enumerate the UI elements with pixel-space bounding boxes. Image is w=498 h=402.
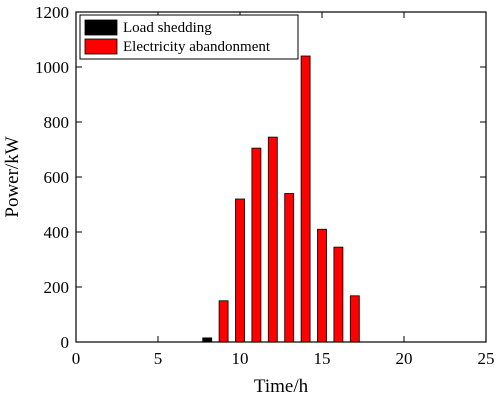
x-axis-ticks: 0 5 10 15 20 25 <box>72 12 495 368</box>
bar-electricity-abandonment <box>218 300 229 343</box>
y-tick-label: 1000 <box>35 58 69 77</box>
bar-electricity-abandonment <box>349 295 360 343</box>
x-tick-label: 0 <box>72 349 81 368</box>
y-tick-label: 1200 <box>35 3 69 22</box>
x-axis-title: Time/h <box>254 376 309 397</box>
x-tick-label: 5 <box>154 349 163 368</box>
y-tick-label: 400 <box>44 223 70 242</box>
legend-label-load-shedding: Load shedding <box>123 20 212 36</box>
legend-label-electricity-abandonment: Electricity abandonment <box>123 39 271 55</box>
y-axis-ticks: 0 200 400 600 800 1000 1200 <box>35 3 486 352</box>
bar-electricity-abandonment <box>251 147 262 343</box>
x-tick-label: 20 <box>396 349 413 368</box>
x-tick-label: 15 <box>314 349 331 368</box>
y-tick-label: 800 <box>44 113 70 132</box>
bar-load-shedding <box>202 337 213 343</box>
bar-electricity-abandonment <box>284 193 295 343</box>
plot-frame <box>75 11 487 343</box>
y-axis-title: Power/kW <box>2 136 23 217</box>
bar-electricity-abandonment <box>333 246 344 343</box>
bars <box>202 55 360 343</box>
bar-electricity-abandonment <box>235 198 245 343</box>
y-tick-label: 200 <box>44 278 70 297</box>
x-tick-label: 10 <box>232 349 249 368</box>
x-tick-label: 25 <box>478 349 495 368</box>
bar-electricity-abandonment <box>267 136 278 343</box>
legend: Load shedding Electricity abandonment <box>79 14 299 60</box>
bar-electricity-abandonment <box>317 228 327 343</box>
bar-electricity-abandonment <box>300 55 311 343</box>
y-tick-label: 0 <box>61 333 70 352</box>
legend-swatch-electricity-abandonment <box>84 38 118 55</box>
y-tick-label: 600 <box>44 168 70 187</box>
legend-swatch-load-shedding <box>84 19 118 36</box>
